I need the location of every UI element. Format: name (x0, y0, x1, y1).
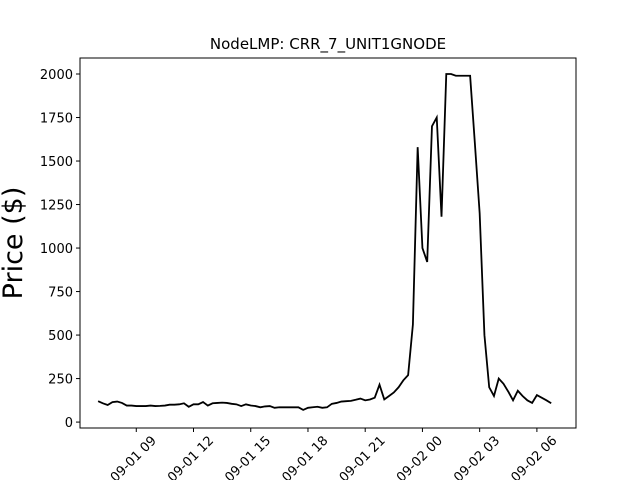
x-tick-label: 09-02 00 (394, 434, 446, 480)
y-tick-label: 1000 (40, 242, 73, 257)
x-tick-label: 09-01 09 (108, 434, 160, 480)
x-tick-label: 09-01 15 (222, 434, 274, 480)
x-tick-label: 09-02 03 (451, 434, 503, 480)
y-tick-label: 1250 (40, 199, 73, 214)
x-tick-label: 09-01 21 (337, 434, 389, 480)
x-tick-label: 09-02 06 (508, 434, 560, 480)
x-tick-label: 09-01 12 (165, 434, 217, 480)
line-series (97, 73, 552, 411)
y-tick-label: 1750 (40, 112, 73, 127)
y-axis-label: Price ($) (0, 187, 29, 300)
y-tick-label: 750 (48, 286, 73, 301)
x-tick-label: 09-01 18 (280, 434, 332, 480)
y-tick-label: 0 (65, 416, 73, 431)
y-tick-label: 2000 (40, 68, 73, 83)
y-tick-label: 250 (48, 373, 73, 388)
y-tick-label: 500 (48, 329, 73, 344)
plot-frame (79, 57, 577, 429)
y-tick-label: 1500 (40, 155, 73, 170)
chart-title: NodeLMP: CRR_7_UNIT1GNODE (210, 35, 446, 54)
